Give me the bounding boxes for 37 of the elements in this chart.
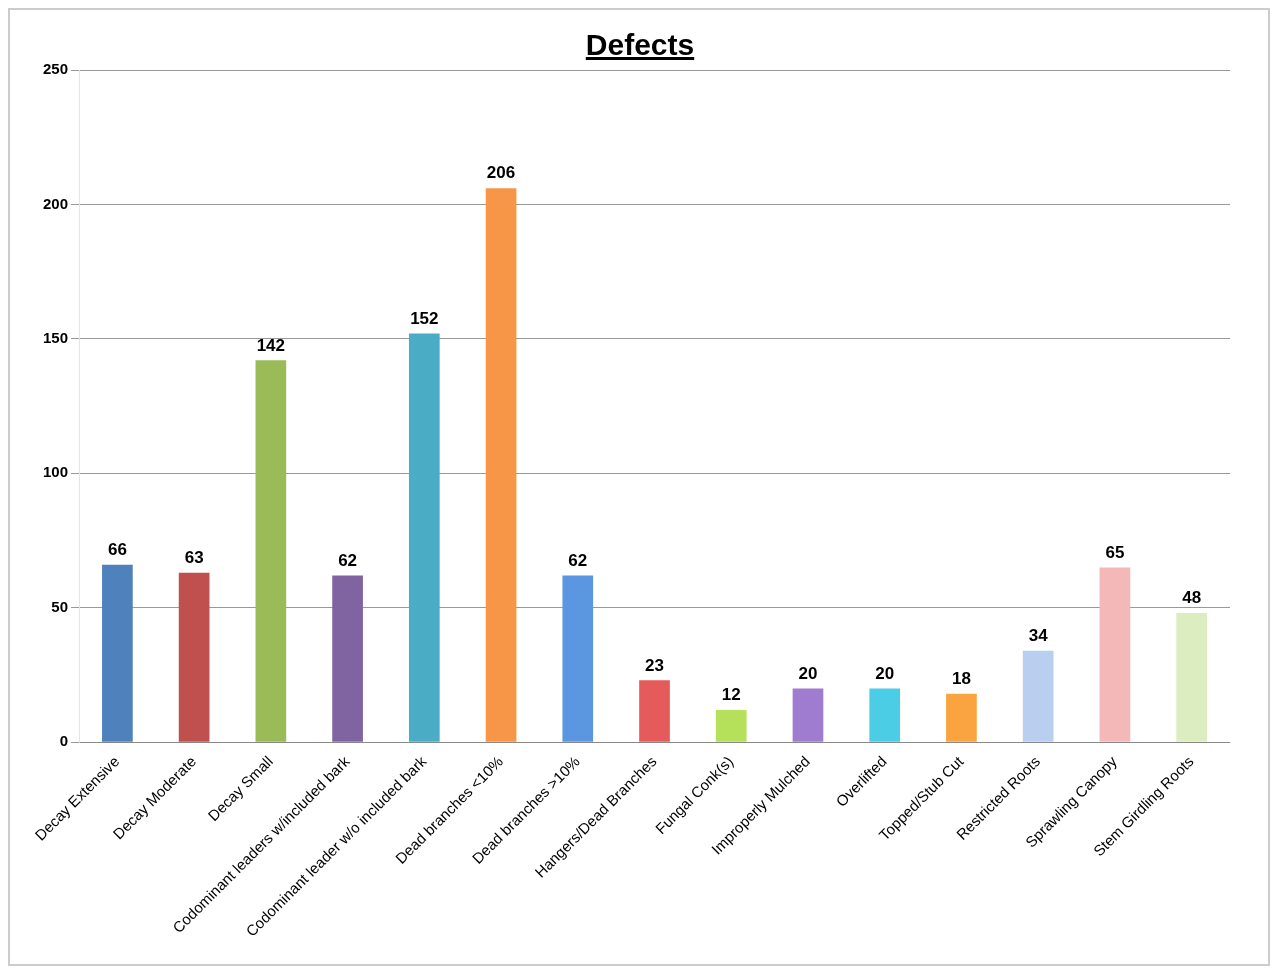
bar [1176, 613, 1207, 742]
data-label: 20 [798, 663, 818, 683]
data-label: 65 [1105, 542, 1125, 562]
data-label: 23 [645, 655, 664, 675]
bar [178, 572, 210, 742]
data-label: 48 [1182, 588, 1202, 608]
y-tick-label: 250 [43, 60, 69, 78]
bar [1022, 650, 1054, 742]
data-label: 20 [875, 663, 895, 683]
chart-title: Defects [584, 28, 696, 62]
bar [869, 688, 901, 742]
data-label: 62 [568, 550, 588, 570]
data-label: 206 [486, 163, 516, 183]
bar [255, 360, 287, 742]
data-label: 62 [338, 550, 358, 570]
y-tick-label: 200 [43, 194, 69, 212]
y-tick-label: 100 [43, 463, 69, 481]
data-label: 12 [721, 685, 741, 705]
data-label: 63 [184, 547, 204, 567]
data-label: 18 [951, 668, 971, 688]
y-tick-label: 0 [59, 732, 69, 750]
y-tick-label: 150 [43, 329, 69, 346]
bar [946, 693, 977, 742]
bar [1099, 567, 1131, 742]
y-tick-label: 50 [51, 597, 69, 615]
bar [792, 688, 824, 742]
data-label: 34 [1028, 625, 1049, 645]
bar [715, 709, 747, 742]
data-label: 142 [256, 335, 286, 355]
data-label: 152 [410, 308, 439, 328]
bar [332, 575, 363, 742]
bar [408, 333, 440, 742]
bar [639, 680, 670, 742]
data-label: 66 [107, 539, 127, 559]
bar [562, 575, 594, 742]
bar [102, 564, 133, 742]
bar [485, 188, 517, 742]
